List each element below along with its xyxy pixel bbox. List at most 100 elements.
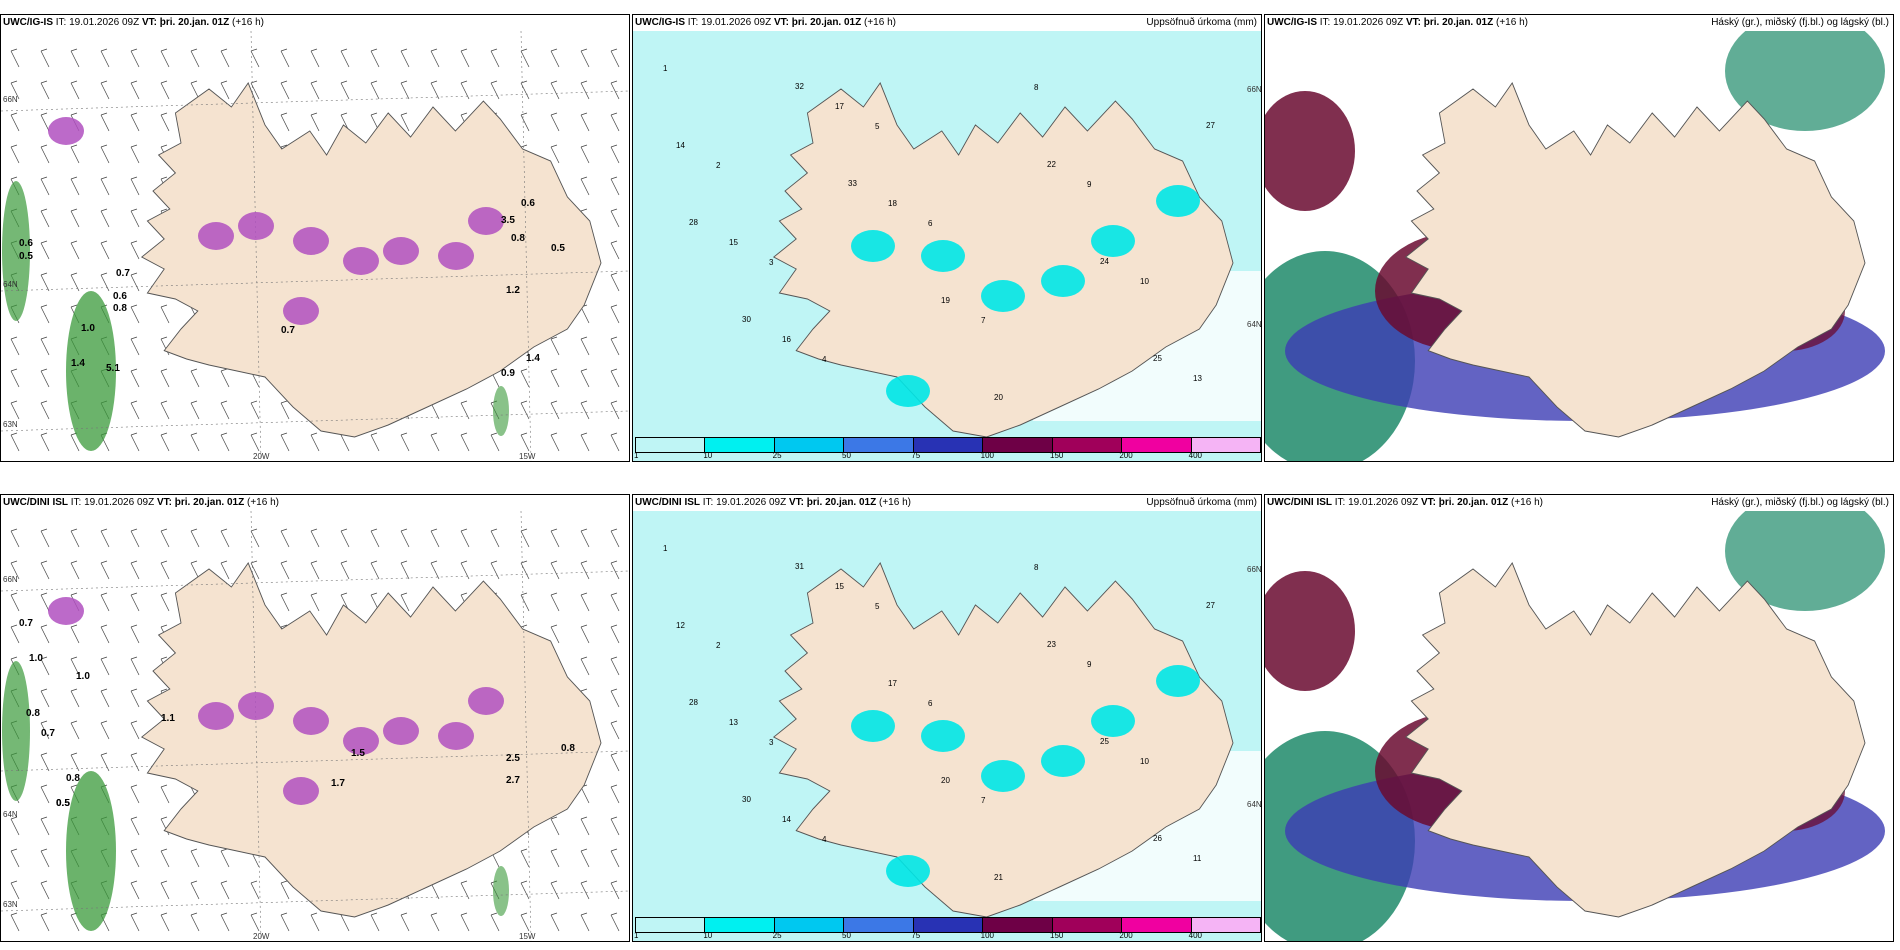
- wind-barb: [430, 560, 440, 580]
- wind-barb: [130, 112, 140, 132]
- precip-contour: [981, 760, 1025, 792]
- snow-contour: [493, 866, 509, 916]
- snow-depth-label: 0.7: [41, 728, 55, 739]
- wind-barb: [130, 432, 140, 452]
- wind-barb: [250, 528, 260, 548]
- snow-depth-label: 0.7: [19, 618, 33, 629]
- snow-contour: [66, 771, 116, 931]
- wind-barb: [310, 912, 320, 932]
- panel-header: UWC/IG-IS IT: 19.01.2026 09Z VT: þri. 20…: [3, 17, 264, 28]
- grid-label: 15W: [519, 932, 536, 941]
- wind-barb: [580, 528, 590, 548]
- wind-barb: [40, 80, 50, 100]
- wind-barb: [190, 560, 200, 580]
- wind-barb: [550, 848, 560, 868]
- grid-label: 64N: [1247, 320, 1262, 329]
- snow-depth-label: 1.2: [506, 285, 520, 296]
- wind-barb: [190, 400, 200, 420]
- precip-value-label: 10: [1140, 277, 1149, 286]
- wind-barb: [100, 176, 110, 196]
- wind-barb: [160, 304, 170, 324]
- wind-barb: [100, 624, 110, 644]
- snow-contour: [48, 117, 84, 145]
- grid-label: 64N: [1247, 800, 1262, 809]
- wind-barb: [130, 368, 140, 388]
- wind-barb: [370, 560, 380, 580]
- wind-barb: [550, 560, 560, 580]
- wind-barb: [40, 624, 50, 644]
- precip-value-label: 30: [742, 795, 751, 804]
- wind-barb: [580, 368, 590, 388]
- wind-barb: [520, 848, 530, 868]
- precip-value-label: 19: [941, 296, 950, 305]
- wind-barb: [550, 48, 560, 68]
- precip-contour: [851, 230, 895, 262]
- snow-contour: [468, 687, 504, 715]
- snow-contour: [383, 717, 419, 745]
- wind-barb: [130, 592, 140, 612]
- colorbar-ticks: 1 10 25 50 75 100 150 200 400: [634, 931, 1259, 941]
- wind-barb: [160, 528, 170, 548]
- low-cloud: [1725, 31, 1885, 131]
- precip-map: 1 2 3 4 5 6 7 8 9 10 13 14 15 16 17 18 19 20 22 24 25 27 28 30 3…: [633, 31, 1261, 461]
- snow-depth-label: 1.0: [81, 323, 95, 334]
- snow-contour: [48, 597, 84, 625]
- wind-barb: [550, 80, 560, 100]
- wind-barb: [280, 592, 290, 612]
- longitude-line: [250, 31, 262, 461]
- precip-value-label: 2: [716, 641, 721, 650]
- wind-barb: [310, 48, 320, 68]
- wind-barb: [130, 688, 140, 708]
- wind-barb: [40, 528, 50, 548]
- wind-barb: [40, 144, 50, 164]
- wind-barb: [220, 880, 230, 900]
- wind-barb: [190, 432, 200, 452]
- snow-depth-label: 0.8: [66, 773, 80, 784]
- field-label: Háský (gr.), miðský (fj.bl.) og lágský (…: [1711, 17, 1889, 28]
- wind-barb: [40, 880, 50, 900]
- snow-depth-label: 1.0: [76, 671, 90, 682]
- wind-barb: [280, 560, 290, 580]
- wind-barb: [340, 80, 350, 100]
- wind-barb: [130, 912, 140, 932]
- panel-header: UWC/DINI ISL IT: 19.01.2026 09Z VT: þri.…: [635, 497, 911, 508]
- precip-value-label: 28: [689, 218, 698, 227]
- grid-label: 66N: [1247, 85, 1262, 94]
- wind-barb: [10, 816, 20, 836]
- snow-depth-label: 2.5: [506, 753, 520, 764]
- snow-depth-label: 0.6: [521, 198, 535, 209]
- colorbar-segment: [913, 438, 984, 452]
- cloud-map: [1265, 511, 1893, 941]
- precip-contour: [886, 855, 930, 887]
- wind-barb: [610, 688, 620, 708]
- panel-precip-dini: UWC/DINI ISL IT: 19.01.2026 09Z VT: þri.…: [632, 494, 1262, 942]
- wind-barb: [580, 880, 590, 900]
- precip-value-label: 8: [1034, 563, 1039, 572]
- wind-barb: [190, 528, 200, 548]
- snow-depth-label: 0.7: [116, 268, 130, 279]
- colorbar-tick-label: 50: [842, 451, 851, 460]
- precip-value-label: 15: [729, 238, 738, 247]
- wind-barb: [580, 624, 590, 644]
- wind-barb: [550, 592, 560, 612]
- wind-barb: [610, 752, 620, 772]
- wind-barb: [310, 80, 320, 100]
- colorbar-segment: [844, 438, 914, 452]
- colorbar-tick-label: 75: [911, 931, 921, 940]
- precip-value-label: 8: [1034, 83, 1039, 92]
- wind-barb: [40, 688, 50, 708]
- colorbar-ticks: 1 10 25 50 75 100 150 200 400: [634, 451, 1259, 461]
- wind-barb: [130, 720, 140, 740]
- precip-value-label: 24: [1100, 257, 1109, 266]
- panel-header: UWC/IG-IS IT: 19.01.2026 09Z VT: þri. 20…: [1267, 17, 1528, 28]
- wind-barb: [460, 48, 470, 68]
- wind-barb: [130, 624, 140, 644]
- snow-depth-label: 1.1: [161, 713, 175, 724]
- precip-contour: [1041, 265, 1085, 297]
- wind-barb: [550, 816, 560, 836]
- high-cloud: [1265, 571, 1355, 691]
- wind-barb: [580, 400, 590, 420]
- precip-value-label: 14: [676, 141, 685, 150]
- wind-barb: [280, 80, 290, 100]
- precip-value-label: 27: [1206, 601, 1215, 610]
